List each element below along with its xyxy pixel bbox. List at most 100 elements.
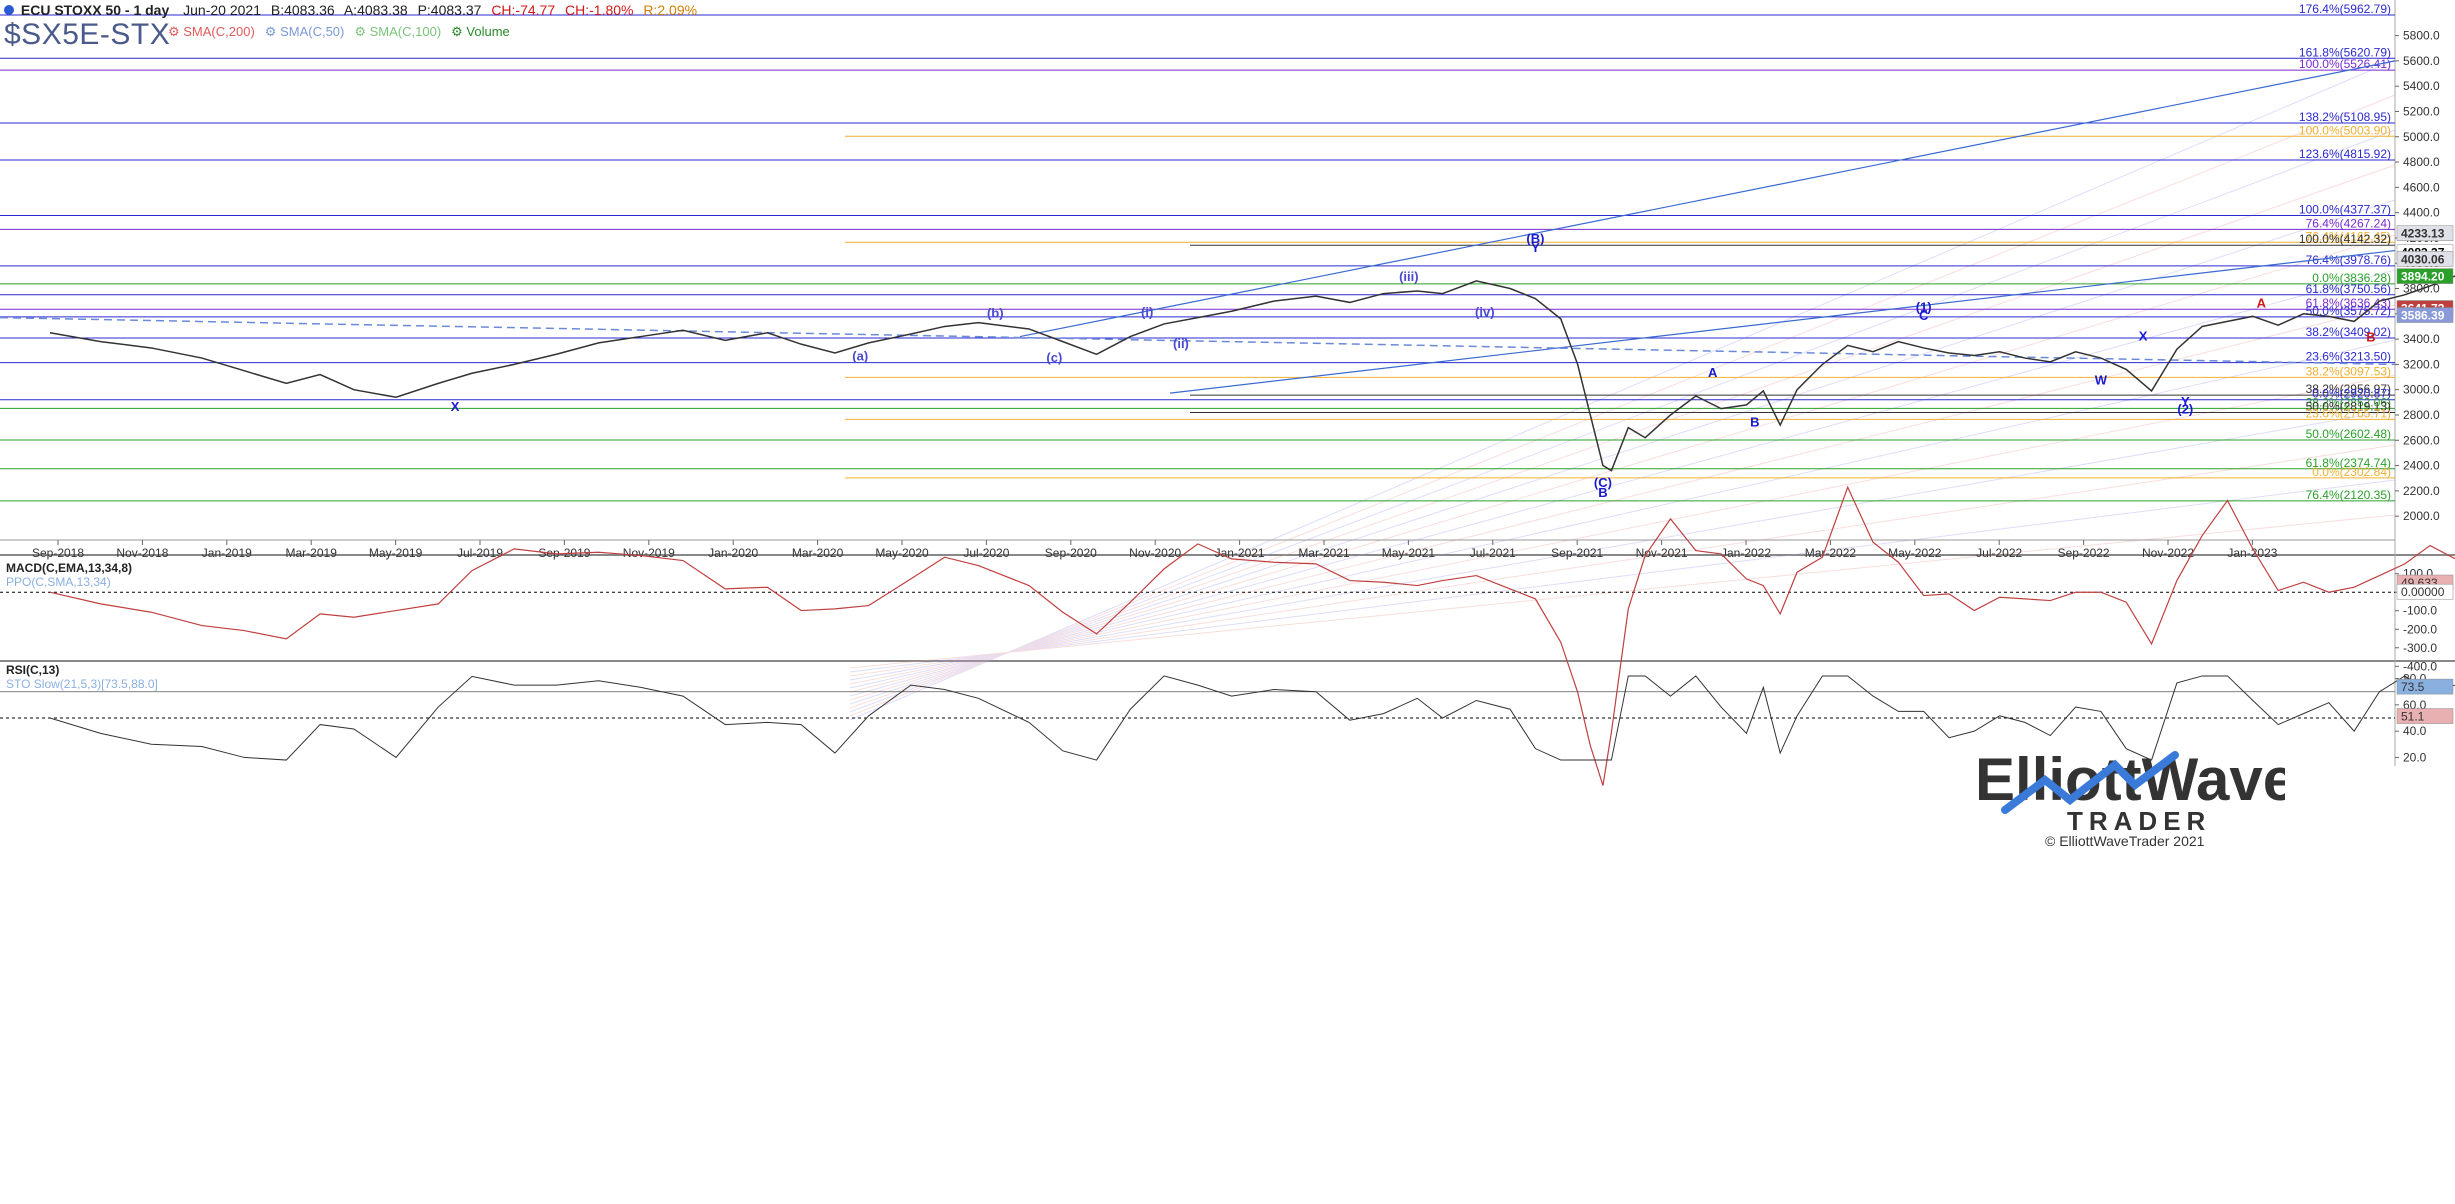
wave-label: (i) xyxy=(1141,304,1153,319)
x-tick-label: Nov-2019 xyxy=(623,546,675,560)
fib-level-label: 38.2%(2852.06) xyxy=(2306,395,2391,409)
y-tick-label: 4800.0 xyxy=(2403,155,2440,169)
y-tick-label: 2800.0 xyxy=(2403,408,2440,422)
x-tick-label: Nov-2020 xyxy=(1129,546,1181,560)
fan-line xyxy=(849,479,2396,673)
x-tick-label: Jul-2022 xyxy=(1976,546,2022,560)
macd-line xyxy=(49,485,2455,786)
fib-level-label: 61.8%(3750.56) xyxy=(2306,282,2391,296)
study-item[interactable]: ⚙ SMA(C,100) xyxy=(354,24,442,39)
fan-line xyxy=(849,164,2396,709)
x-tick-label: Jan-2020 xyxy=(708,546,758,560)
fan-line xyxy=(849,374,2396,685)
price-box-label: 73.5 xyxy=(2401,680,2425,694)
y-tick-label: 3200.0 xyxy=(2403,357,2440,371)
y-tick-label: 5800.0 xyxy=(2403,29,2440,43)
x-tick-label: Jul-2021 xyxy=(1470,546,1516,560)
fib-level-label: 61.8%(3636.43) xyxy=(2306,296,2391,310)
price-box xyxy=(2396,268,2454,284)
fan-line xyxy=(849,234,2396,701)
wave-label: (c) xyxy=(1046,350,1062,365)
wave-label: (C) xyxy=(1594,475,1612,490)
study-item[interactable]: ⚙ SMA(C,200) xyxy=(168,24,255,39)
header-ask: A:4083.38 xyxy=(343,2,408,18)
wave-label: B xyxy=(1750,414,1759,429)
trend-line xyxy=(0,316,2396,366)
study-item[interactable]: ⚙ SMA(C,50) xyxy=(264,24,345,39)
fan-lines xyxy=(849,59,2396,721)
x-tick-label: Sep-2022 xyxy=(2058,546,2110,560)
price-box-label: 3586.39 xyxy=(2401,309,2445,323)
fan-line xyxy=(849,304,2396,693)
y-tick-label: 5600.0 xyxy=(2403,54,2440,68)
x-tick-label: Mar-2020 xyxy=(792,546,844,560)
x-tick-label: Nov-2022 xyxy=(2142,546,2194,560)
fib-level-label: 23.6%(2765.71) xyxy=(2306,406,2391,420)
macd-title: MACD(C,EMA,13,34,8) xyxy=(6,561,132,575)
fib-level-label: 138.2%(5108.95) xyxy=(2299,110,2391,124)
fib-level-label: 38.2%(3409.02) xyxy=(2306,325,2391,339)
info-icon[interactable] xyxy=(4,5,14,15)
wave-label: A xyxy=(1708,365,1718,380)
price-box-label: 51.1 xyxy=(2401,710,2425,724)
fib-level-label: 50.0%(3575.72) xyxy=(2306,304,2391,318)
price-box-label: 4233.13 xyxy=(2401,227,2445,241)
trend-line xyxy=(1169,249,2396,394)
fib-level-label: 0.0%(2302.84) xyxy=(2312,465,2391,479)
price-box xyxy=(2396,678,2454,695)
fib-level-label: 0.0%(2920.87) xyxy=(2312,387,2391,401)
fib-level-label: 100.0%(5003.90) xyxy=(2299,123,2391,137)
fib-level-label: 76.4%(2120.35) xyxy=(2306,488,2391,502)
x-tick-label: May-2021 xyxy=(1382,546,1436,560)
y-tick-label: 3400.0 xyxy=(2403,332,2440,346)
y-tick-label: 5400.0 xyxy=(2403,79,2440,93)
price-box xyxy=(2396,708,2454,724)
y-tick-label: 2600.0 xyxy=(2403,433,2440,447)
price-box-label: 3894.20 xyxy=(2401,270,2445,284)
price-box-label: 0.00000 xyxy=(2401,585,2445,599)
x-tick-label: Nov-2021 xyxy=(1636,546,1688,560)
wave-label: X xyxy=(451,399,460,414)
header-bid: B:4083.36 xyxy=(270,2,335,18)
header-range: R:2.09% xyxy=(643,2,698,18)
x-tick-label: Sep-2018 xyxy=(32,546,84,560)
fan-line xyxy=(849,409,2396,681)
fan-line xyxy=(849,444,2396,677)
fib-level-label: 100.0%(4377.37) xyxy=(2299,202,2391,216)
wave-label: Y xyxy=(1531,240,1540,255)
wave-label: (a) xyxy=(852,349,868,364)
y-tick-label: 5200.0 xyxy=(2403,104,2440,118)
x-tick-label: Jan-2019 xyxy=(202,546,252,560)
fan-line xyxy=(849,59,2396,721)
x-tick-label: Jan-2021 xyxy=(1215,546,1265,560)
x-tick-label: May-2022 xyxy=(1888,546,1942,560)
copyright-text: © ElliottWaveTrader 2021 xyxy=(2045,833,2205,849)
y-tick-label: 5000.0 xyxy=(2403,130,2440,144)
x-tick-label: Sep-2020 xyxy=(1045,546,1097,560)
study-item[interactable]: ⚙ Volume xyxy=(451,24,510,39)
wave-label: (1) xyxy=(1916,299,1932,314)
y-tick-label: 3000.0 xyxy=(2403,383,2440,397)
macd-subtitle: PPO(C,SMA,13,34) xyxy=(6,575,111,589)
x-tick-label: Mar-2019 xyxy=(286,546,338,560)
y-tick-label: -200.0 xyxy=(2403,622,2437,636)
fib-level-label: 123.6%(4815.92) xyxy=(2299,147,2391,161)
fib-level-label: 38.2%(2956.97) xyxy=(2306,382,2391,396)
x-tick-label: Mar-2022 xyxy=(1805,546,1857,560)
header-change: CH:-74.77 xyxy=(491,2,556,18)
logo-line1: ElliottWave xyxy=(1975,746,2285,813)
logo-line2: TRADER xyxy=(2067,806,2211,836)
y-tick-label: 40.0 xyxy=(2403,724,2427,738)
fib-level-label: 50.0%(2819.13) xyxy=(2306,400,2391,414)
chart-header: ECU STOXX 50 - 1 day Jun-20 2021 B:4083.… xyxy=(4,2,703,18)
price-series xyxy=(49,275,2455,472)
rsi-subtitle: STO Slow(21,5,3)[73.5,88.0] xyxy=(6,677,158,691)
rsi-title: RSI(C,13) xyxy=(6,663,59,677)
wave-label: (ii) xyxy=(1173,336,1189,351)
rsi-line xyxy=(49,675,2455,761)
ticker-symbol: $SX5E-STX xyxy=(4,18,171,51)
wave-label: (B) xyxy=(1526,231,1544,246)
x-tick-label: Jan-2022 xyxy=(1721,546,1771,560)
